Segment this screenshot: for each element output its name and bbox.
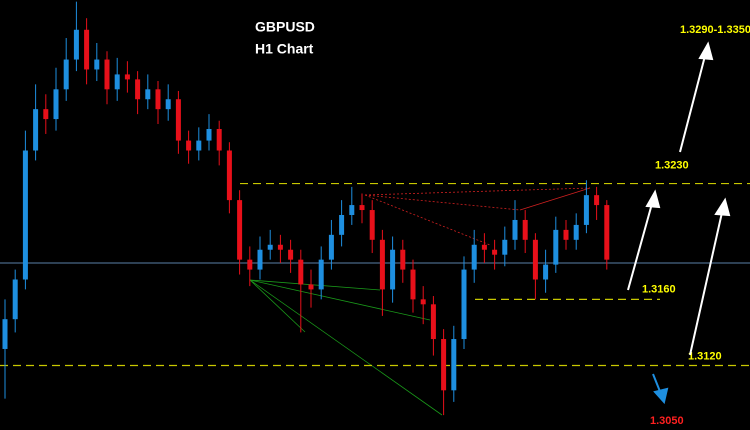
arrowhead — [645, 189, 661, 209]
candle-body — [563, 229, 569, 240]
candle-body — [318, 259, 324, 290]
candle-body — [135, 79, 141, 100]
candle-body — [573, 224, 579, 240]
candle-body — [237, 200, 243, 260]
trend-line — [249, 279, 306, 333]
arrowhead — [698, 41, 714, 61]
candle-body — [94, 59, 100, 70]
candle-body — [502, 239, 508, 255]
candle-body — [288, 249, 294, 260]
candle-body — [441, 339, 447, 391]
candle-body — [104, 59, 110, 90]
candle-body — [196, 140, 202, 151]
candle-body — [604, 205, 610, 260]
candle-body — [267, 244, 273, 250]
level-label: 1.3120 — [688, 350, 722, 362]
candle-body — [461, 269, 467, 340]
arrowhead — [653, 387, 669, 405]
arrows — [627, 41, 731, 356]
candle-body — [298, 259, 304, 285]
candle-body — [369, 210, 375, 240]
candle-body — [43, 109, 49, 120]
candle-body — [339, 215, 345, 235]
trend-line — [519, 187, 591, 211]
arrow — [627, 199, 654, 291]
candle-body — [277, 244, 283, 250]
plot: 1.3230 1.3160 1.3120 — [0, 1, 750, 416]
candle-body — [155, 89, 161, 110]
candle-body — [73, 29, 79, 60]
candle-body — [84, 29, 90, 70]
trend-line — [249, 279, 443, 416]
trend-line — [249, 279, 381, 291]
candle-body — [145, 89, 151, 100]
candle-body — [594, 195, 600, 206]
candle-body — [379, 239, 385, 290]
candle-body — [308, 284, 314, 290]
level-label: 1.3230 — [655, 159, 689, 171]
candle-body — [124, 74, 130, 80]
candle-body — [583, 195, 589, 225]
candle-body — [247, 259, 253, 270]
candle-body — [400, 249, 406, 270]
candle-body — [430, 304, 436, 340]
candle-body — [165, 99, 171, 110]
candle-body — [410, 269, 416, 300]
candle-body — [216, 129, 222, 151]
candle-body — [328, 234, 334, 260]
trend-line — [364, 187, 591, 196]
trend-line — [364, 194, 491, 246]
candle-body — [12, 279, 18, 320]
candle-body — [451, 339, 457, 391]
candle-body — [553, 229, 559, 265]
candle-body — [349, 205, 355, 215]
trend-line — [364, 194, 521, 211]
candle-body — [512, 219, 518, 240]
target-down-arrow — [652, 373, 669, 405]
arrow — [679, 51, 707, 153]
candle-body — [114, 74, 120, 90]
candle-body — [532, 239, 538, 280]
trend-lines — [249, 187, 591, 416]
target-label: 1.3290-1.3350 — [680, 24, 750, 36]
candle-body — [2, 319, 8, 349]
level-label: 1.3160 — [642, 283, 676, 295]
target-label: 1.3050 — [650, 415, 684, 427]
chart-subtitle: H1 Chart — [255, 41, 314, 57]
candle-body — [226, 150, 232, 201]
candle-body — [257, 249, 263, 270]
candle-body — [481, 244, 487, 250]
trend-line — [249, 279, 431, 321]
arrow — [689, 207, 724, 356]
chart-title: GBPUSD — [255, 19, 315, 35]
candle-body — [206, 129, 212, 141]
candle-body — [359, 205, 365, 211]
candle-body — [420, 299, 426, 305]
candle-body — [522, 219, 528, 240]
candle-body — [471, 244, 477, 270]
arrowhead — [714, 197, 731, 217]
candle-body — [63, 59, 69, 90]
candle-body — [543, 264, 549, 280]
candle-body — [53, 89, 59, 120]
candle-body — [186, 140, 192, 151]
candle-body — [33, 109, 39, 151]
candle-body — [22, 150, 28, 280]
candle-body — [390, 249, 396, 290]
candle-body — [175, 99, 181, 141]
candle-body — [492, 249, 498, 255]
